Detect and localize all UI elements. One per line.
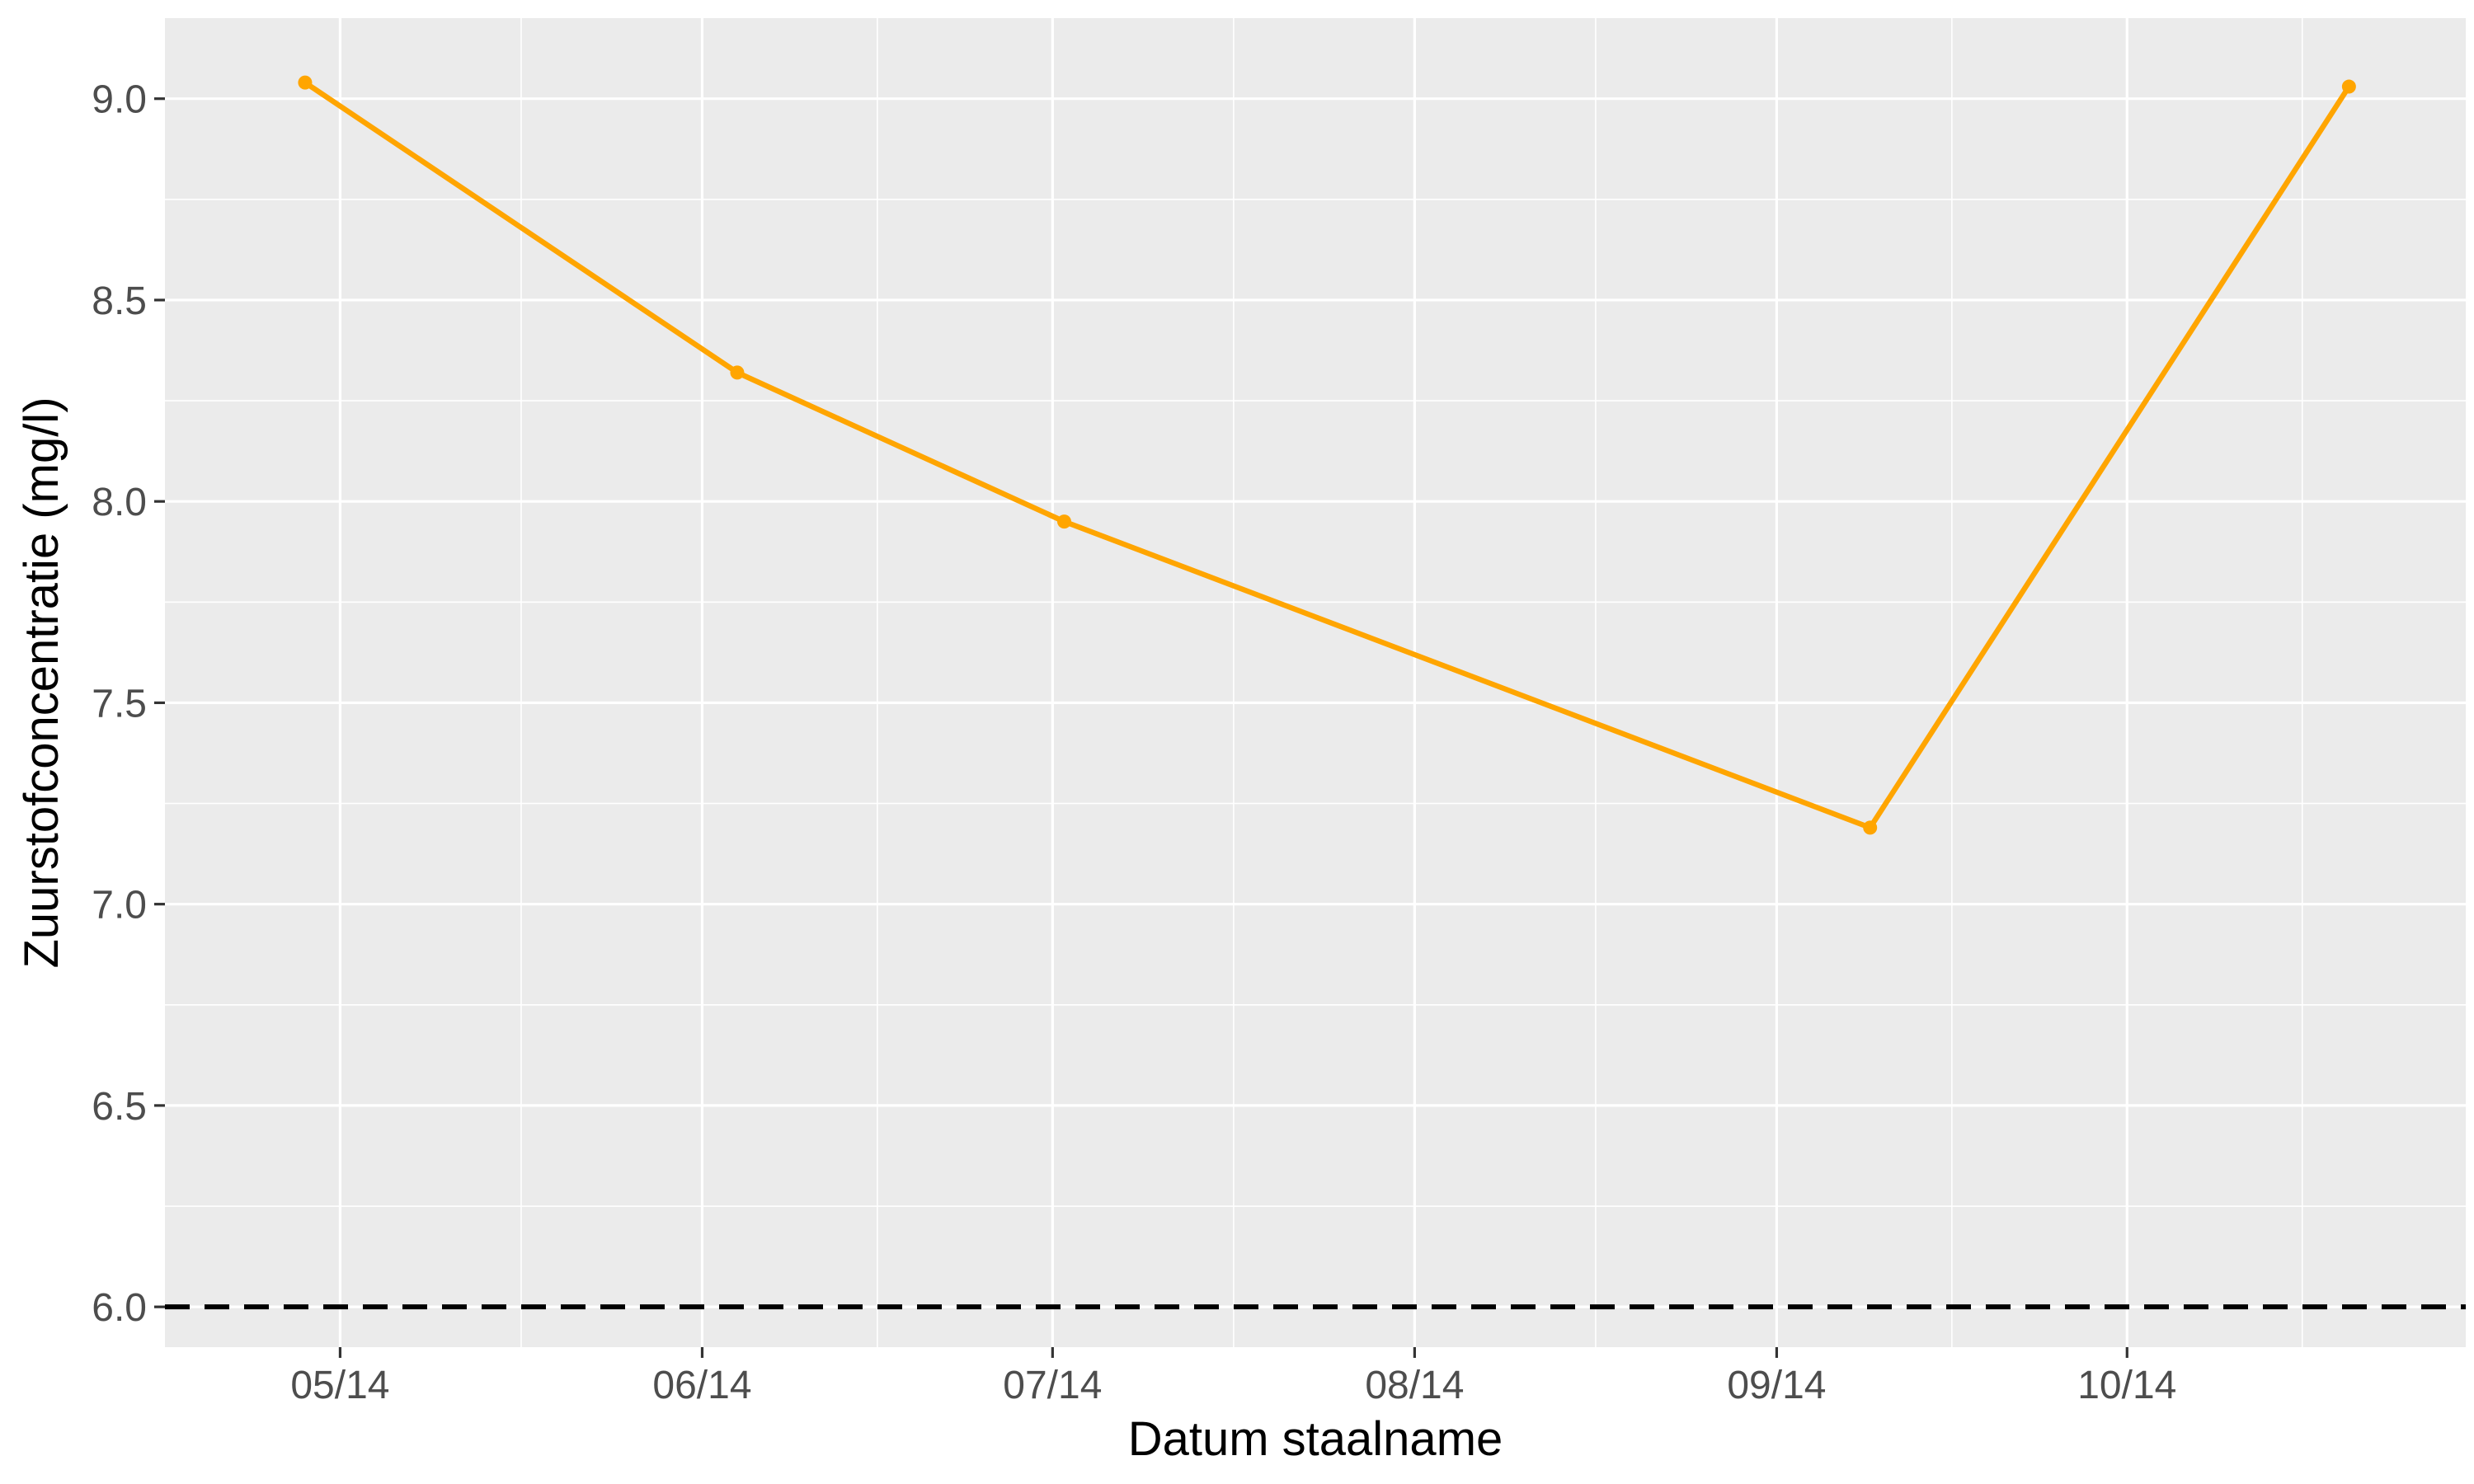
x-tick-label: 06/14 bbox=[652, 1364, 751, 1407]
x-tick-label: 10/14 bbox=[2077, 1364, 2176, 1407]
y-tick-label: 9.0 bbox=[92, 78, 147, 122]
data-point bbox=[730, 365, 745, 380]
grid-minor bbox=[165, 18, 2466, 1347]
grid-major bbox=[165, 18, 2466, 1347]
x-tick-label: 09/14 bbox=[1727, 1364, 1826, 1407]
x-tick-label: 05/14 bbox=[290, 1364, 389, 1407]
y-tick-label: 7.0 bbox=[92, 884, 147, 928]
y-tick-label: 7.5 bbox=[92, 682, 147, 726]
data-point bbox=[2341, 79, 2356, 94]
y-tick-label: 8.5 bbox=[92, 279, 147, 323]
y-axis: 6.0 6.5 7.0 7.5 8.0 8.5 9.0 bbox=[92, 78, 165, 1330]
x-axis-title: Datum staalname bbox=[1128, 1412, 1503, 1466]
data-point bbox=[1863, 820, 1878, 835]
series-points bbox=[298, 75, 2356, 835]
y-tick-label: 6.0 bbox=[92, 1286, 147, 1330]
x-tick-label: 08/14 bbox=[1365, 1364, 1464, 1407]
x-axis: 05/14 06/14 07/14 08/14 09/14 10/14 bbox=[290, 1347, 2176, 1407]
data-point bbox=[1057, 514, 1072, 529]
x-tick-label: 07/14 bbox=[1003, 1364, 1102, 1407]
data-point bbox=[298, 75, 313, 90]
plot-panel bbox=[165, 18, 2466, 1347]
y-tick-label: 8.0 bbox=[92, 481, 147, 524]
y-axis-title: Zuurstofconcentratie (mg/l) bbox=[15, 397, 68, 968]
y-tick-label: 6.5 bbox=[92, 1085, 147, 1129]
